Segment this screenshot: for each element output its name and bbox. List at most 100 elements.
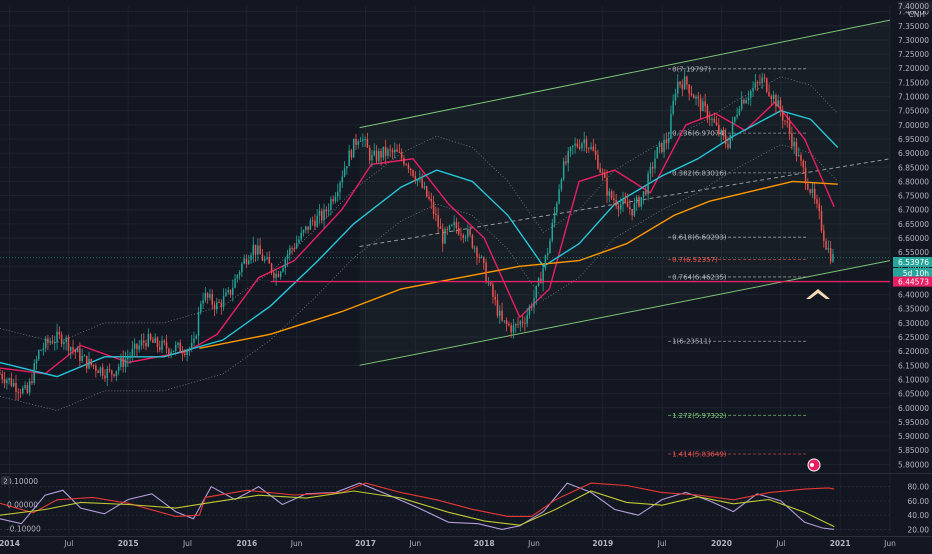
candle-body: [508, 323, 510, 326]
candle-body: [460, 234, 462, 236]
candle-body: [291, 247, 293, 249]
candle-body: [111, 370, 113, 375]
candle-body: [505, 320, 508, 324]
candle-body: [26, 385, 29, 393]
candle-body: [775, 94, 777, 107]
candle-body: [549, 240, 551, 254]
candle-body: [22, 387, 24, 394]
candle-body: [343, 168, 346, 177]
price-tick-label: 6.70000: [898, 206, 929, 215]
price-tick-label: 7.35000: [898, 22, 929, 31]
candle-body: [286, 254, 289, 260]
candle-body: [65, 337, 67, 343]
candle-body: [184, 353, 186, 356]
candle-body: [597, 154, 599, 169]
candle-body: [104, 375, 106, 379]
candle-body: [300, 232, 302, 240]
candle-body: [181, 352, 184, 354]
channel-drawing[interactable]: [359, 19, 891, 366]
candle-body: [588, 148, 590, 150]
price-tick-label: 5.80000: [898, 460, 929, 469]
candle-body: [289, 247, 291, 255]
candle-body: [232, 287, 234, 295]
candle-body: [58, 331, 61, 335]
candle-body: [645, 191, 647, 195]
candle-body: [211, 294, 213, 305]
candle-body: [439, 226, 442, 229]
candle-body: [480, 257, 483, 258]
candle-body: [149, 334, 152, 340]
candle-body: [136, 343, 138, 350]
time-axis[interactable]: 2014 Jul 2015 Jul 2016 Jun 2017 Jun 2018 Jun 2019 J…: [0, 536, 932, 549]
candle-body: [220, 302, 223, 307]
channel-upper-line[interactable]: [359, 19, 891, 129]
candle-body: [562, 161, 565, 180]
support-badge-bg: [893, 276, 932, 287]
candle-body: [446, 228, 449, 230]
candle-body: [387, 149, 389, 156]
fibonacci-drawing[interactable]: 0(7.19797) 0.236(6.97074) 0.382(6.83016) 0.…: [668, 65, 807, 459]
price-tick-label: 6.55000: [898, 248, 929, 257]
time-tick-label: 2016: [236, 539, 257, 548]
bollinger-upper: [0, 76, 839, 344]
candle-body: [243, 258, 245, 264]
candle-body: [35, 359, 38, 364]
countdown-badge: 5d 10h: [903, 269, 929, 278]
price-tick-label: 7.15000: [898, 78, 929, 87]
candle-body: [177, 342, 179, 345]
candle-body: [384, 146, 387, 156]
candle-body: [368, 147, 371, 161]
candle-body: [494, 296, 496, 300]
candle-body: [453, 222, 455, 225]
candle-body: [777, 100, 779, 107]
price-tick-label: 6.10000: [898, 375, 929, 384]
candle-body: [763, 77, 766, 79]
price-tick-label: 7.05000: [898, 107, 929, 116]
candle-body: [679, 81, 681, 85]
candle-body: [425, 186, 428, 197]
candle-body: [257, 245, 259, 255]
moving-averages: [0, 76, 839, 412]
candle-body: [33, 363, 35, 383]
candle-body: [145, 342, 147, 347]
candle-body: [651, 166, 654, 169]
candle-body: [202, 300, 204, 304]
price-tick-label: 6.65000: [898, 220, 929, 229]
channel-lower-line[interactable]: [359, 260, 891, 366]
price-tick-label: 6.75000: [898, 192, 929, 201]
candle-body: [492, 284, 494, 297]
bounce-arrow-icon[interactable]: [806, 289, 830, 299]
candle-body: [190, 342, 193, 349]
candle-body: [99, 367, 102, 374]
candle-body: [729, 134, 732, 148]
fib-level-label: 1.414(5.83649): [672, 451, 727, 459]
candle-body: [282, 267, 284, 272]
candle-body: [489, 282, 492, 285]
candle-body: [357, 141, 360, 145]
candle-body: [147, 334, 150, 347]
channel-mid-line[interactable]: [359, 158, 891, 247]
pane-badge[interactable]: 2: [3, 478, 7, 486]
candle-body: [811, 188, 814, 193]
candle-body: [170, 351, 172, 355]
candle-body: [28, 381, 31, 393]
candle-body: [416, 179, 419, 182]
candle-body: [656, 146, 658, 159]
candle-body: [688, 84, 690, 94]
pane-badge-bg: [1, 476, 10, 485]
candle-body: [127, 357, 129, 360]
candle-body: [163, 340, 166, 343]
candle-body: [731, 121, 734, 135]
candle-body: [51, 341, 54, 344]
candle-body: [711, 118, 713, 120]
candle-body: [60, 334, 63, 345]
osc-right-tick-label: 20.00: [908, 525, 930, 534]
candle-body: [727, 144, 729, 148]
candle-body: [706, 105, 709, 119]
candle-body: [154, 337, 156, 343]
candle-body: [501, 310, 503, 321]
candle-body: [391, 150, 394, 153]
candle-body: [186, 350, 188, 356]
